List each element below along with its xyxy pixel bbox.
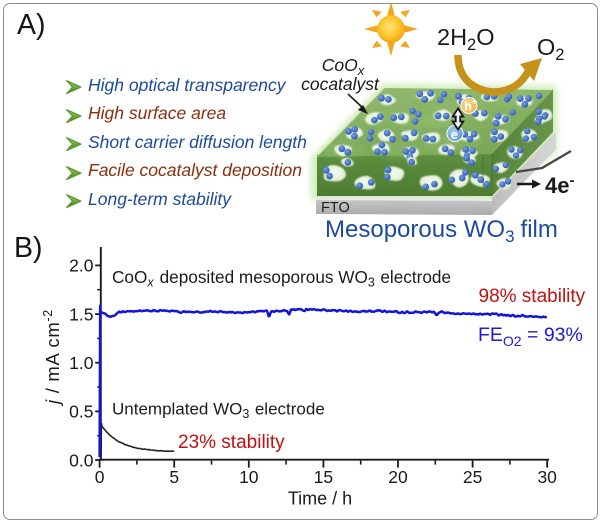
svg-text:25: 25 bbox=[463, 467, 482, 487]
svg-text:20: 20 bbox=[388, 467, 408, 487]
svg-text:Time / h: Time / h bbox=[288, 489, 352, 509]
svg-text:0.0: 0.0 bbox=[69, 450, 94, 470]
svg-text:e: e bbox=[451, 127, 458, 142]
svg-text:CoOx: CoOx bbox=[322, 55, 365, 78]
svg-text:+: + bbox=[471, 97, 477, 108]
svg-text:2H2O: 2H2O bbox=[437, 24, 495, 54]
svg-text:15: 15 bbox=[314, 467, 333, 487]
svg-text:h: h bbox=[464, 100, 472, 114]
svg-text:10: 10 bbox=[239, 467, 259, 487]
svg-text:5: 5 bbox=[169, 467, 179, 487]
svg-text:cocatalyst: cocatalyst bbox=[301, 74, 380, 94]
svg-text:O2: O2 bbox=[537, 34, 564, 64]
svg-text:FTO: FTO bbox=[321, 200, 350, 216]
svg-text:30: 30 bbox=[537, 467, 557, 487]
svg-text:FEO2 = 93%: FEO2 = 93% bbox=[478, 324, 583, 349]
svg-text:0: 0 bbox=[95, 467, 105, 487]
svg-text:1.5: 1.5 bbox=[69, 304, 93, 324]
svg-text:4e-: 4e- bbox=[545, 172, 574, 198]
svg-text:0.5: 0.5 bbox=[69, 402, 93, 422]
svg-text:23% stability: 23% stability bbox=[178, 432, 285, 453]
svg-text:2.0: 2.0 bbox=[69, 256, 94, 276]
svg-text:1.0: 1.0 bbox=[69, 353, 94, 373]
svg-text:j / mA cm-2: j / mA cm-2 bbox=[41, 309, 63, 407]
svg-text:98% stability: 98% stability bbox=[479, 286, 586, 307]
